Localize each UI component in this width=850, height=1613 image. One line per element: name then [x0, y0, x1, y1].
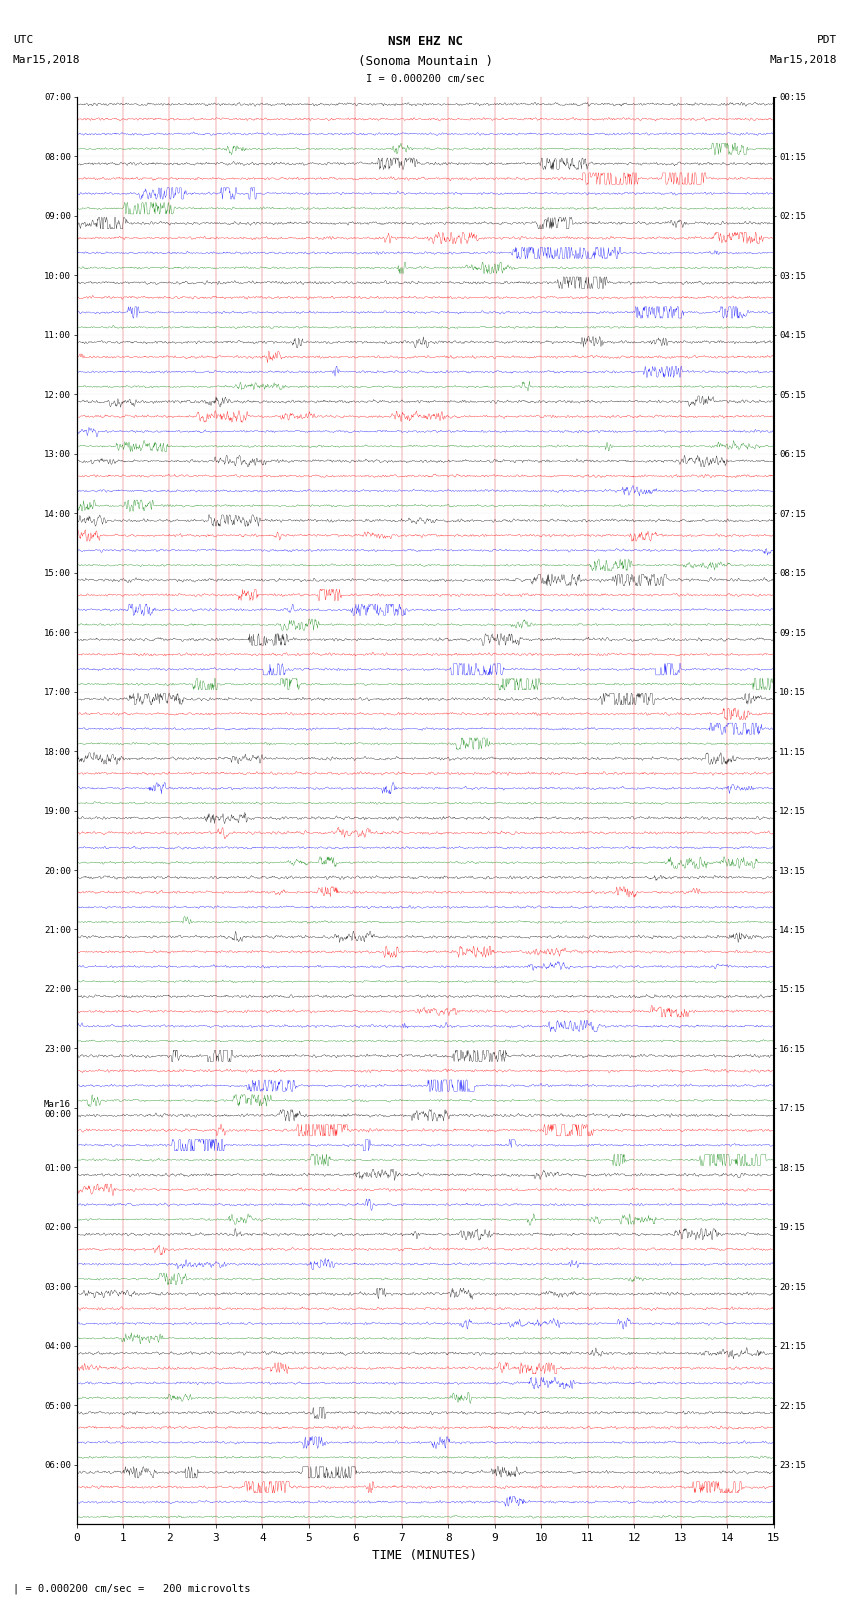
Text: Mar15,2018: Mar15,2018 [770, 55, 837, 65]
Text: (Sonoma Mountain ): (Sonoma Mountain ) [358, 55, 492, 68]
Text: I = 0.000200 cm/sec: I = 0.000200 cm/sec [366, 74, 484, 84]
Text: | = 0.000200 cm/sec =   200 microvolts: | = 0.000200 cm/sec = 200 microvolts [13, 1582, 250, 1594]
Text: NSM EHZ NC: NSM EHZ NC [388, 35, 462, 48]
Text: Mar15,2018: Mar15,2018 [13, 55, 80, 65]
Text: UTC: UTC [13, 35, 33, 45]
Text: PDT: PDT [817, 35, 837, 45]
X-axis label: TIME (MINUTES): TIME (MINUTES) [372, 1548, 478, 1561]
